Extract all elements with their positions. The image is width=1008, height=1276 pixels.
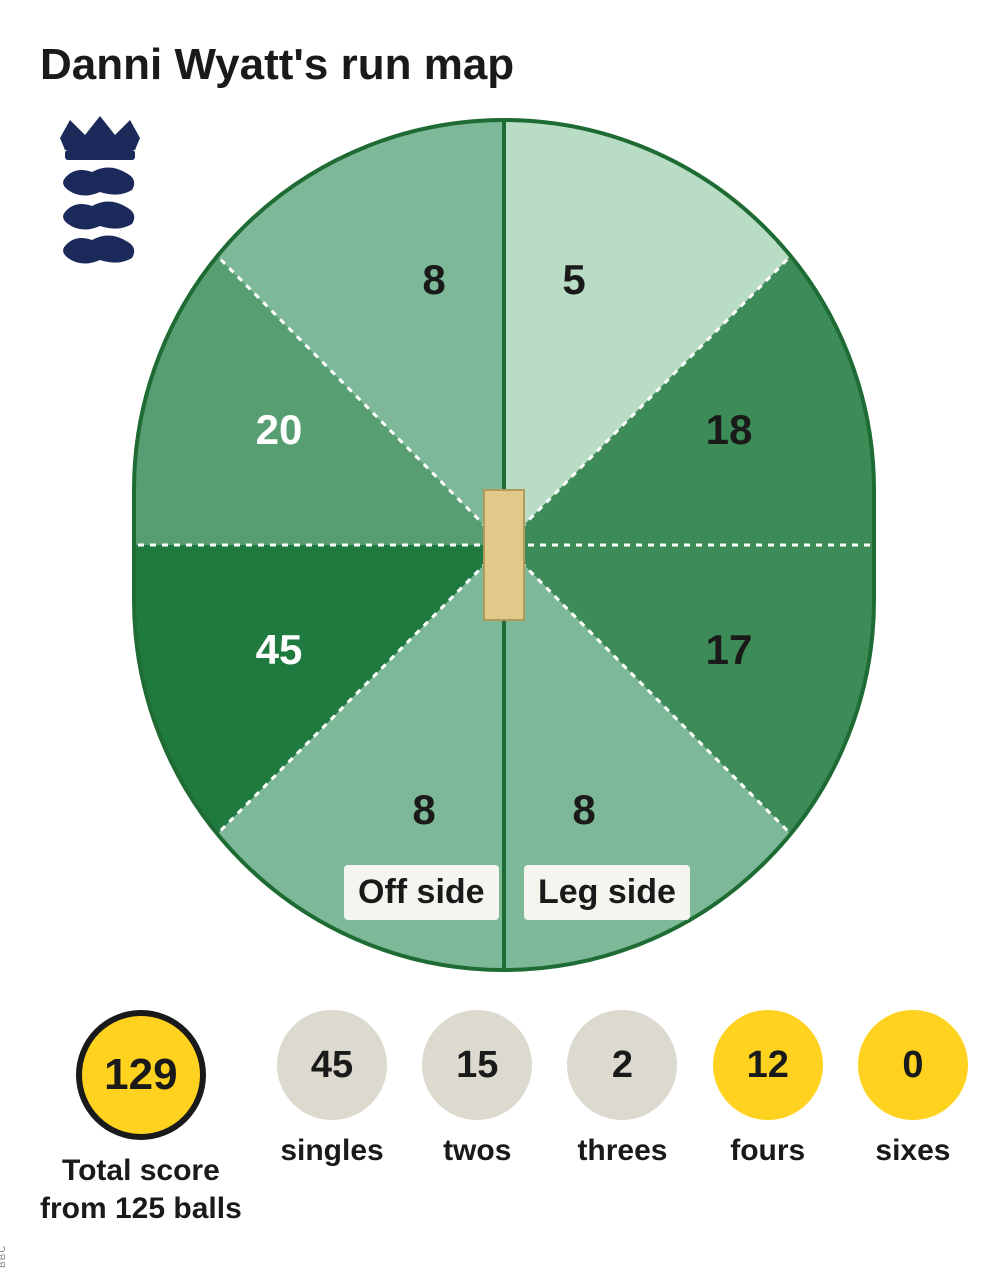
stat-threes-label: threes bbox=[577, 1132, 667, 1170]
stat-sixes: 0 sixes bbox=[858, 1010, 968, 1170]
stat-sixes-label: sixes bbox=[875, 1132, 950, 1170]
stat-fours-label: fours bbox=[730, 1132, 805, 1170]
stat-sixes-circle: 0 bbox=[858, 1010, 968, 1120]
stat-singles-circle: 45 bbox=[277, 1010, 387, 1120]
off-side-label: Off side bbox=[344, 865, 499, 920]
run-map-oval: 8 5 20 18 45 17 8 8 Off side Leg side bbox=[124, 110, 884, 980]
stat-total: 129 Total score from 125 balls bbox=[40, 1010, 242, 1227]
stat-total-label-2: from 125 balls bbox=[40, 1192, 242, 1225]
stat-fours: 12 fours bbox=[713, 1010, 823, 1170]
stat-twos-circle: 15 bbox=[422, 1010, 532, 1120]
stat-fours-circle: 12 bbox=[713, 1010, 823, 1120]
stat-total-circle: 129 bbox=[76, 1010, 206, 1140]
leg-side-label: Leg side bbox=[524, 865, 690, 920]
stat-total-label-1: Total score bbox=[62, 1154, 220, 1187]
stat-singles-label: singles bbox=[280, 1132, 383, 1170]
pitch-icon bbox=[484, 490, 524, 620]
chart-title: Danni Wyatt's run map bbox=[40, 40, 968, 90]
attribution: BBC bbox=[0, 1244, 8, 1268]
stat-singles: 45 singles bbox=[277, 1010, 387, 1170]
stat-threes: 2 threes bbox=[567, 1010, 677, 1170]
stat-threes-circle: 2 bbox=[567, 1010, 677, 1120]
stat-twos: 15 twos bbox=[422, 1010, 532, 1170]
stat-twos-label: twos bbox=[443, 1132, 511, 1170]
stats-row: 129 Total score from 125 balls 45 single… bbox=[0, 980, 1008, 1227]
